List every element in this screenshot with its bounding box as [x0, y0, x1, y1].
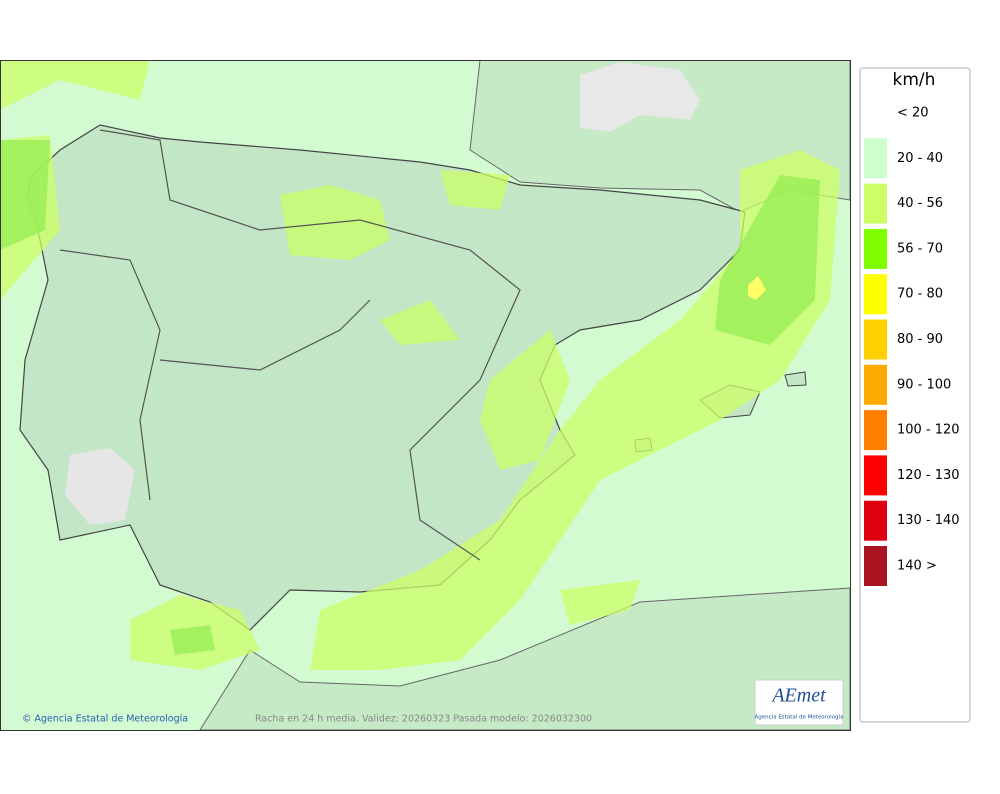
legend-label: 100 - 120 — [897, 423, 960, 438]
credit: © Agencia Estatal de Meteorología — [22, 714, 188, 725]
legend-label: 120 - 130 — [897, 468, 960, 483]
gust-40-56 — [0, 60, 840, 670]
caption: Racha en 24 h media. Validez: 20260323 P… — [255, 714, 592, 725]
legend-label: 40 - 56 — [897, 196, 943, 211]
logo-name: AEmet — [770, 685, 826, 707]
legend-swatch — [864, 274, 887, 315]
legend-unit: km/h — [893, 70, 936, 90]
region-borders — [59, 129, 521, 561]
legend: < 20 20 - 40 40 - 56 56 - 70 70 - 80 80 - 90 9… — [864, 106, 960, 586]
logo-box — [754, 679, 844, 726]
legend-swatch — [864, 319, 887, 360]
legend-swatch — [864, 455, 887, 496]
cloud-gap — [580, 62, 700, 132]
map — [0, 60, 850, 730]
legend-label: 90 - 100 — [897, 377, 951, 392]
legend-label: 140 > — [897, 559, 937, 574]
map-frame — [0, 60, 851, 731]
legend-swatch — [864, 500, 887, 541]
legend-swatch — [864, 546, 887, 586]
legend-label: 70 - 80 — [897, 287, 943, 302]
legend-swatch — [864, 183, 887, 224]
legend-swatch — [864, 364, 887, 405]
legend-swatch — [864, 410, 887, 451]
legend-swatch — [864, 228, 887, 269]
legend-label: < 20 — [897, 106, 929, 121]
no-data — [65, 448, 135, 525]
legend-box — [859, 67, 971, 723]
legend-swatch — [864, 138, 887, 179]
legend-label: 80 - 90 — [897, 332, 943, 347]
africa — [199, 587, 850, 730]
gust-56-70 — [715, 175, 820, 345]
legend-label: 130 - 140 — [897, 513, 960, 528]
legend-label: 20 - 40 — [897, 151, 943, 166]
gust-70-80 — [748, 276, 766, 300]
legend-label: 56 - 70 — [897, 241, 943, 256]
logo-subtitle: Agencia Estatal de Meteorología — [755, 714, 844, 721]
gust-56-70-west — [0, 140, 215, 655]
